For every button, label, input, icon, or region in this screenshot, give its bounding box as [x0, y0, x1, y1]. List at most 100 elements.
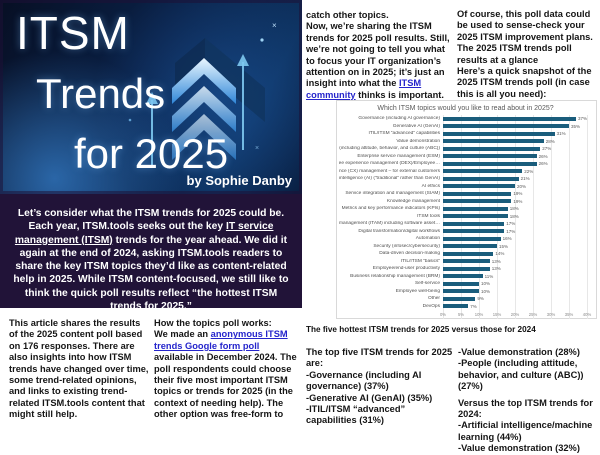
list-item: -Value demonstration (28%): [458, 347, 580, 357]
bar: [443, 221, 505, 226]
bar-value-label: 19%: [513, 191, 523, 197]
bar-category-label: Metrics and key performance indicators (…: [341, 206, 440, 212]
top-trends-2025-list: The top five ITSM trends for 2025 are: -…: [306, 347, 454, 427]
bar-category-label: Business relationship management (BRM): [350, 273, 440, 279]
bar: [443, 266, 490, 271]
bar-track: 27%: [443, 146, 587, 152]
bar-track: 37%: [443, 116, 587, 122]
list-item: -Value demonstration (32%): [458, 443, 580, 454]
list-item: -People (including attitude, behavior, a…: [458, 358, 584, 392]
svg-text:×: ×: [255, 145, 259, 152]
poll-method-paragraph: How the topics poll works: We made an an…: [154, 318, 300, 421]
bar-category-label: Generative AI (GenAI): [392, 123, 440, 129]
bar-category-label: Digital transformation/digital workflows: [358, 228, 440, 234]
x-tick-label: 15%: [492, 312, 502, 317]
bar-row: ITIL/ITSM “advanced” capabilities 31%: [339, 130, 592, 138]
bar-row: Artificial intelligence (AI) (“tradition…: [339, 175, 592, 183]
list-item: -ITIL/ITSM “advanced” capabilities (31%): [306, 404, 406, 426]
bar-track: 28%: [443, 139, 587, 144]
intro-text-after: trends for the year ahead. We did it aga…: [13, 234, 289, 313]
banner-title: ITSM Trends for 2025: [16, 6, 228, 178]
bar-value-label: 16%: [502, 236, 512, 242]
bar-row: AI ethics 20%: [339, 183, 592, 191]
x-tick-label: 25%: [528, 312, 538, 317]
bar-row: Business relationship management (BRM) 11…: [339, 273, 592, 281]
bar: [443, 184, 515, 189]
banner-title-line3: for 2025: [74, 130, 229, 177]
bar-value-label: 19%: [513, 198, 523, 204]
bar: [443, 229, 505, 234]
bar-row: Automation 16%: [339, 235, 592, 243]
bar-row: ITSM tools 18%: [339, 213, 592, 221]
bar: [443, 236, 501, 241]
itsm-definition-link[interactable]: IT service management (ITSM): [14, 221, 274, 246]
bar-value-label: 37%: [577, 116, 587, 122]
bar-category-label: Data-driven decision-making: [379, 251, 440, 257]
bar: [443, 124, 569, 129]
bar-track: 35%: [443, 123, 587, 129]
bar: [443, 131, 555, 136]
bar: [443, 259, 490, 264]
bar: [443, 304, 469, 309]
list-item: -Generative AI (GenAI) (35%): [306, 392, 433, 403]
bar-track: 11%: [443, 274, 587, 279]
bar: [443, 251, 494, 256]
bar-category-label: Employee well-being: [395, 288, 440, 294]
itsm-community-link[interactable]: ITSM community: [306, 78, 422, 100]
bar-category-label: ITIL/ITSM “advanced” capabilities: [368, 131, 440, 137]
bar-value-label: 31%: [556, 131, 566, 137]
bar-track: 31%: [443, 131, 587, 137]
bar: [443, 206, 508, 211]
bar-category-label: Knowledge management: [386, 198, 440, 204]
bar: [443, 146, 541, 151]
bar-value-label: 17%: [506, 221, 516, 227]
bar-category-label: Self-service: [414, 281, 440, 287]
bar: [443, 281, 479, 286]
x-tick-label: 20%: [510, 312, 520, 317]
google-form-poll-link[interactable]: anonymous ITSM trends Google form poll: [154, 329, 288, 351]
bar-category-label: Security (infosec/cybersecurity): [373, 243, 440, 249]
bar-row: Employee well-being 10%: [339, 288, 592, 296]
bar-row: Enterprise service management (ESM) 26%: [339, 153, 592, 161]
bar: [443, 169, 523, 174]
x-tick-label: 5%: [457, 312, 465, 317]
bar-category-label: Governance (including AI governance): [358, 116, 440, 122]
hero-banner: × × ITSM Trends for 2025 by Sophie Danby: [0, 0, 302, 194]
poll-method-body: We made an anonymous ITSM trends Google …: [154, 329, 297, 420]
bar-row: Governance (including AI governance) 37%: [339, 115, 592, 123]
x-tick-label: 10%: [474, 312, 484, 317]
bar-value-label: 17%: [506, 228, 516, 234]
bar: [443, 154, 537, 159]
results-intro-paragraph: catch other topics. Now, we’re sharing t…: [306, 10, 450, 101]
at-a-glance-paragraph: Of course, this poll data could be used …: [457, 9, 598, 100]
bar-row: Self-service 10%: [339, 280, 592, 288]
bar-track: 22%: [443, 169, 587, 174]
bar-track: 7%: [443, 304, 587, 309]
bar-value-label: 13%: [491, 258, 501, 264]
bar-value-label: 35%: [571, 123, 581, 129]
chart-caption: The five hottest ITSM trends for 2025 ve…: [306, 325, 536, 334]
bar-row: DevOps 7%: [339, 303, 592, 311]
bar-value-label: 27%: [542, 146, 552, 152]
bar-track: 14%: [443, 251, 587, 256]
bar-row: People (including attitude, behavior, an…: [339, 145, 592, 153]
results-intro-body: Now, we’re sharing the ITSM trends for 2…: [306, 21, 450, 100]
bar-row: Generative AI (GenAI) 35%: [339, 123, 592, 131]
bar-row: Employee/end-user productivity 13%: [339, 265, 592, 273]
bar-row: Knowledge management 19%: [339, 198, 592, 206]
bar-category-label: ITIL/ITSM “basics”: [400, 258, 440, 264]
bar-value-label: 9%: [477, 296, 484, 302]
bar: [443, 296, 476, 301]
bar-value-label: 15%: [499, 243, 509, 249]
bar-track: 13%: [443, 266, 587, 271]
poll-results-bar-chart: Which ITSM topics would you like to read…: [336, 100, 597, 319]
article-summary-paragraph: This article shares the results of the 2…: [9, 318, 149, 420]
bar-value-label: 18%: [509, 213, 519, 219]
bar: [443, 139, 544, 144]
bar-track: 20%: [443, 184, 587, 189]
bar-category-label: Automation: [415, 236, 440, 242]
bar: [443, 244, 497, 249]
bar-track: 18%: [443, 213, 587, 219]
bar: [443, 199, 512, 204]
